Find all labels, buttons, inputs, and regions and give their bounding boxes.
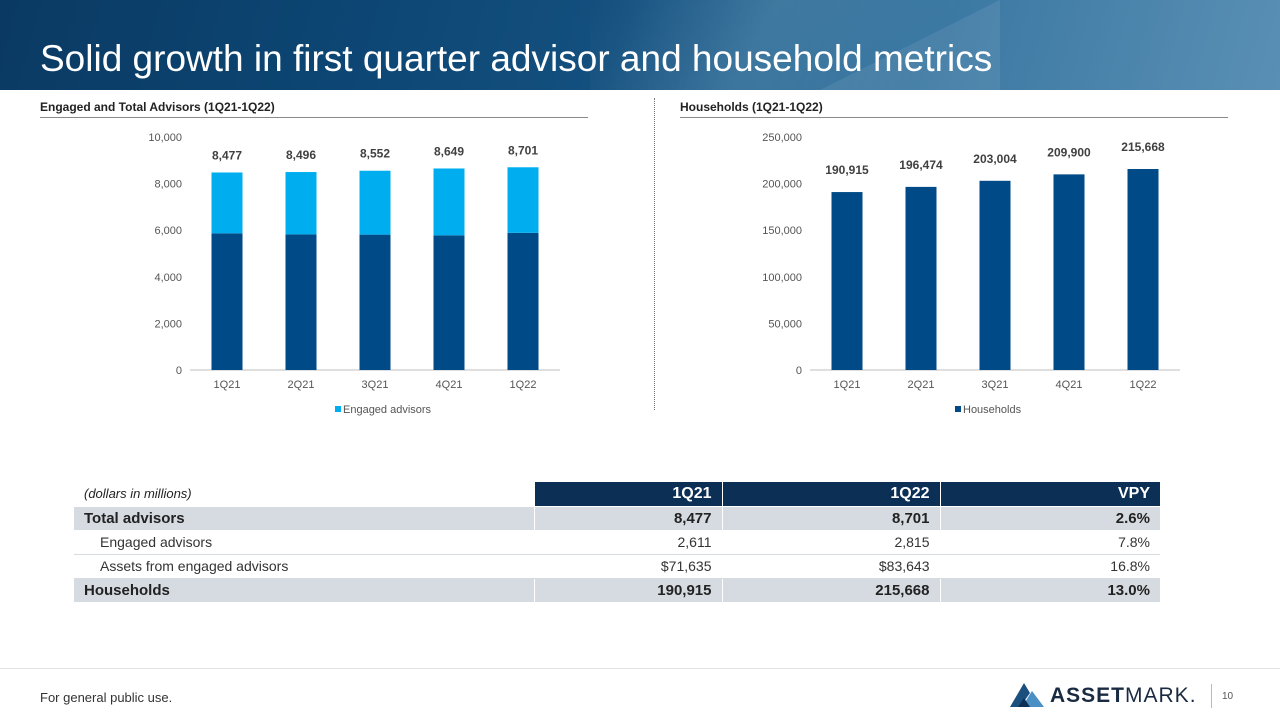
bar-1Q21 (831, 192, 863, 370)
x-tick-label: 1Q22 (510, 379, 537, 391)
row-value-vpy: 13.0% (939, 578, 1160, 603)
footer-note: For general public use. (40, 690, 173, 705)
x-tick-label: 3Q21 (362, 379, 389, 391)
row-value-1q22: 8,701 (721, 506, 940, 531)
advisors-chart-title: Engaged and Total Advisors (1Q21-1Q22) (40, 100, 588, 118)
table-row: Assets from engaged advisors $71,635 $83… (74, 554, 1160, 579)
data-label: 196,474 (899, 158, 943, 172)
metrics-table: (dollars in millions) 1Q21 1Q22 VPY Tota… (74, 482, 1160, 603)
row-value-1q21: 8,477 (533, 506, 722, 531)
logo-mark-icon (1010, 683, 1044, 707)
y-tick-label: 10,000 (148, 132, 182, 144)
advisors-chart: 0 2,000 4,000 6,000 8,000 10,000 8,477 1Q21 8,49… (148, 132, 560, 416)
table-header-row: (dollars in millions) 1Q21 1Q22 VPY (74, 482, 1160, 507)
row-value-1q22: 2,815 (721, 530, 940, 555)
x-tick-label: 1Q21 (214, 379, 241, 391)
row-label: Total advisors (74, 506, 534, 531)
row-label: Households (74, 578, 534, 603)
page-number-divider (1211, 684, 1212, 708)
table-row: Engaged advisors 2,611 2,815 7.8% (74, 530, 1160, 555)
bar-3Q21 (359, 234, 391, 370)
y-tick-label: 8,000 (154, 179, 182, 191)
legend-swatch (955, 406, 961, 412)
page-title: Solid growth in first quarter advisor an… (40, 38, 993, 79)
data-label: 8,701 (508, 143, 538, 157)
x-tick-label: 2Q21 (288, 379, 315, 391)
table-caption: (dollars in millions) (74, 482, 534, 507)
y-tick-label: 0 (176, 365, 182, 377)
y-tick-label: 250,000 (762, 132, 802, 144)
row-value-vpy: 2.6% (939, 506, 1160, 531)
banner-facet (820, 0, 1000, 90)
chart-divider (654, 98, 655, 410)
title-banner: Solid growth in first quarter advisor an… (0, 0, 1280, 90)
y-tick-label: 4,000 (154, 272, 182, 284)
data-label: 8,477 (212, 148, 242, 162)
y-tick-label: 2,000 (154, 318, 182, 330)
banner-gradient (0, 0, 1280, 90)
table-row: Households 190,915 215,668 13.0% (74, 578, 1160, 603)
x-tick-label: 1Q21 (834, 379, 861, 391)
bar-4Q21 (433, 235, 465, 370)
column-header-1q21: 1Q21 (533, 482, 722, 507)
data-label: 8,649 (434, 144, 464, 158)
x-tick-label: 4Q21 (436, 379, 463, 391)
footer-divider (0, 668, 1280, 669)
y-tick-label: 200,000 (762, 179, 802, 191)
data-label: 8,552 (360, 147, 390, 161)
data-label: 209,900 (1047, 145, 1091, 159)
bar-4Q21 (433, 168, 465, 236)
row-label: Engaged advisors (74, 530, 534, 555)
x-tick-label: 3Q21 (982, 379, 1009, 391)
bar-3Q21 (979, 180, 1011, 370)
banner-highlight (590, 0, 1010, 90)
y-tick-label: 6,000 (154, 225, 182, 237)
row-value-1q21: 2,611 (533, 530, 722, 555)
row-value-1q22: 215,668 (721, 578, 940, 603)
y-tick-label: 50,000 (768, 318, 802, 330)
logo-wordmark: ASSETMARK. (1050, 684, 1197, 707)
legend-label: Households (963, 404, 1022, 416)
bar-1Q21 (211, 233, 243, 370)
column-header-vpy: VPY (939, 482, 1160, 507)
y-tick-label: 150,000 (762, 225, 802, 237)
bar-2Q21 (905, 186, 937, 370)
x-tick-label: 1Q22 (1130, 379, 1157, 391)
row-value-1q21: 190,915 (533, 578, 722, 603)
row-value-vpy: 7.8% (939, 530, 1160, 555)
legend-label: Engaged advisors (343, 404, 432, 416)
data-label: 190,915 (825, 163, 869, 177)
bar-1Q22 (507, 167, 539, 233)
row-value-vpy: 16.8% (939, 554, 1160, 579)
x-tick-label: 4Q21 (1056, 379, 1083, 391)
page-number: 10 (1222, 691, 1234, 702)
bar-1Q21 (211, 172, 243, 234)
column-header-1q22: 1Q22 (721, 482, 940, 507)
assetmark-logo: ASSETMARK. (1008, 680, 1198, 710)
bar-1Q22 (1127, 168, 1159, 370)
households-chart: 0 50,000 100,000 150,000 200,000 250,000 190,9… (762, 132, 1180, 416)
bar-2Q21 (285, 234, 317, 370)
y-tick-label: 0 (796, 365, 802, 377)
legend-swatch (335, 406, 341, 412)
y-tick-label: 100,000 (762, 272, 802, 284)
data-label: 215,668 (1121, 140, 1165, 154)
data-label: 8,496 (286, 148, 316, 162)
table-row: Total advisors 8,477 8,701 2.6% (74, 506, 1160, 531)
bar-4Q21 (1053, 174, 1085, 370)
households-chart-title: Households (1Q21-1Q22) (680, 100, 1228, 118)
bar-2Q21 (285, 172, 317, 235)
x-tick-label: 2Q21 (908, 379, 935, 391)
row-value-1q21: $71,635 (533, 554, 722, 579)
row-value-1q22: $83,643 (721, 554, 940, 579)
row-label: Assets from engaged advisors (74, 554, 534, 579)
bar-3Q21 (359, 170, 391, 235)
data-label: 203,004 (973, 152, 1017, 166)
bar-1Q22 (507, 232, 539, 370)
